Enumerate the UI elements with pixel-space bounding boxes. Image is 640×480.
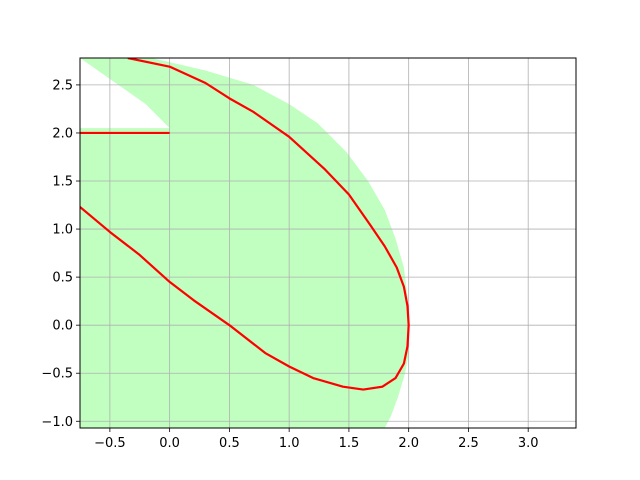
series-line-1 [80,58,410,391]
y-tick-label: 2.0 [52,126,73,141]
x-axis: −0.5 0.0 0.5 1.0 1.5 2.0 2.5 3.0 [94,428,539,451]
x-tick-label: 3.0 [518,436,539,451]
y-tick-label: 0.0 [52,319,73,334]
y-tick-label: 2.5 [52,78,73,93]
y-tick-label: −1.0 [41,415,73,430]
plot-area [80,58,576,428]
x-tick-label: 1.5 [339,436,360,451]
x-tick-label: 0.5 [219,436,240,451]
x-tick-label: 1.0 [279,436,300,451]
grid-lines [80,58,576,428]
y-tick-label: 1.5 [52,175,73,190]
x-tick-label: 2.0 [398,436,419,451]
y-axis: −1.0 −0.5 0.0 0.5 1.0 1.5 2.0 2.5 [41,78,80,430]
x-tick-label: −0.5 [94,436,126,451]
y-tick-label: −0.5 [41,367,73,382]
y-tick-label: 1.0 [52,223,73,238]
plot-frame [79,57,577,429]
x-tick-label: 0.0 [159,436,180,451]
y-tick-label: 0.5 [52,271,73,286]
series-lines [80,58,410,391]
shaded-region [80,58,409,428]
x-tick-label: 2.5 [458,436,479,451]
